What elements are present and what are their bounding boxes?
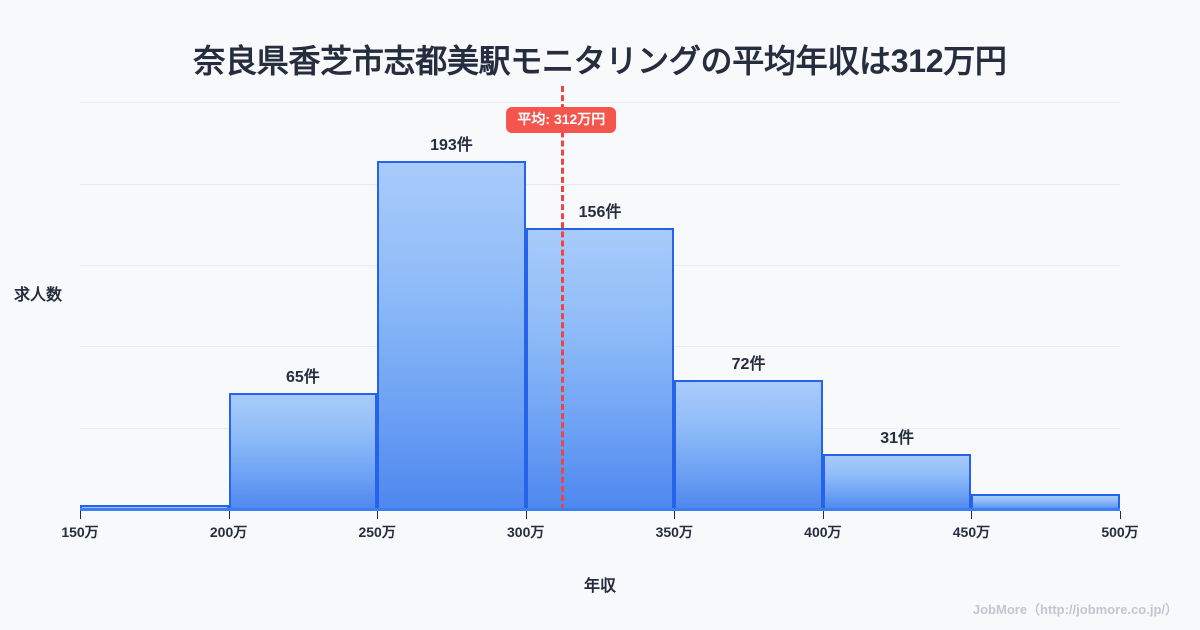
x-axis-tick	[228, 511, 230, 519]
footer-credit: JobMore（http://jobmore.co.jp/）	[972, 602, 1178, 617]
x-axis-tick-label: 400万	[804, 524, 842, 540]
bar-300-350万[interactable]	[525, 228, 675, 510]
bar-350-400万[interactable]	[674, 379, 823, 510]
bar-450-500万[interactable]	[971, 493, 1120, 510]
average-badge: 平均: 312万円	[506, 107, 617, 133]
x-axis-tick	[971, 511, 973, 519]
x-axis-tick-label: 350万	[655, 524, 693, 540]
bar-400-450万[interactable]	[822, 453, 972, 510]
x-axis-tick-label: 500万	[1101, 524, 1139, 540]
x-axis-line	[80, 508, 1120, 511]
x-axis-tick-label: 150万	[61, 524, 99, 540]
x-axis-title: 年収	[583, 578, 616, 595]
bar-value-label: 65件	[285, 368, 320, 386]
plot-area: 65件 193件 156件 72件 31件	[80, 86, 1120, 510]
bar-value-label: 72件	[731, 355, 766, 373]
x-axis-tick-label: 250万	[358, 524, 396, 540]
bar-250-300万[interactable]	[377, 161, 526, 510]
x-axis-tick	[674, 511, 676, 519]
bar-value-label: 193件	[430, 137, 473, 155]
x-axis-tick-label: 300万	[507, 524, 545, 540]
bar-value-label: 31件	[880, 429, 915, 447]
x-axis-tick	[525, 511, 527, 519]
bar-150-200万[interactable]	[80, 504, 229, 510]
average-line	[561, 86, 565, 510]
x-axis-tick-label: 200万	[209, 524, 248, 540]
bar-value-label: 156件	[578, 204, 622, 222]
y-axis-title: 求人数	[14, 287, 63, 304]
x-axis-tick	[822, 511, 824, 519]
x-axis-tick-label: 450万	[952, 524, 991, 540]
gridline	[80, 183, 1120, 185]
x-axis-tick	[1120, 511, 1121, 519]
bar-200-250万[interactable]	[228, 392, 378, 510]
gridline	[80, 102, 1120, 104]
page-title: 奈良県香芝市志都美駅モニタリングの平均年収は312万円	[193, 43, 1007, 79]
x-axis-tick	[80, 511, 81, 519]
x-axis-tick	[377, 511, 379, 519]
